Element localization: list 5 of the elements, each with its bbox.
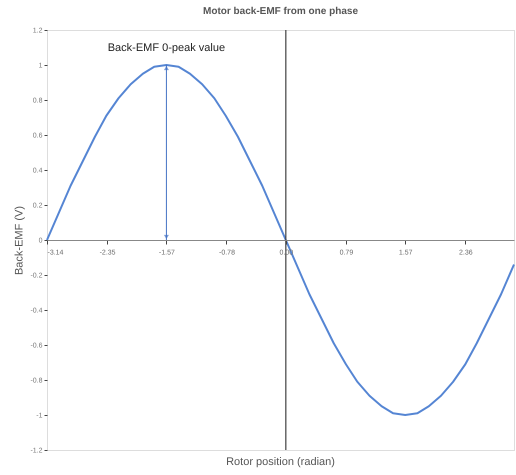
annotation: Back-EMF 0-peak value — [108, 42, 226, 54]
line-series — [46, 64, 515, 416]
y-axis-title: Back-EMF (V) — [13, 206, 26, 276]
chart-title: Motor back-EMF from one phase — [202, 6, 358, 17]
x-axis-title: Rotor position (radian) — [226, 456, 335, 468]
